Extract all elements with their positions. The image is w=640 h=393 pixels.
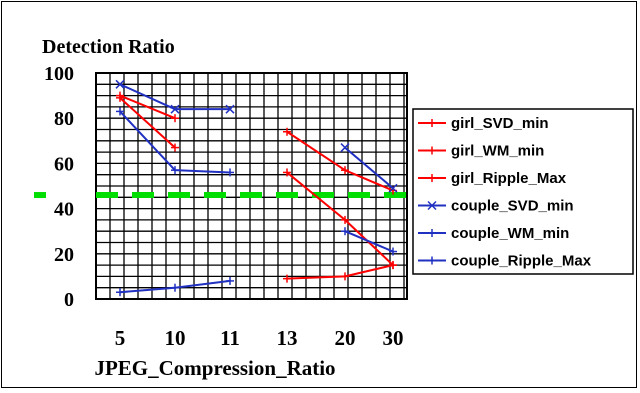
x-tick-label: 20 <box>335 326 356 350</box>
series-line-couple_SVD_min <box>344 146 394 190</box>
series-line-girl_SVD_min <box>286 130 346 172</box>
x-tick-label: 13 <box>277 326 298 350</box>
series-point-couple_SVD_min <box>225 104 235 114</box>
y-tick-label: 80 <box>54 108 74 130</box>
legend-entry: girl_Ripple_Max <box>451 170 567 187</box>
series-line-girl_Ripple_Max <box>286 275 346 280</box>
series-line-girl_SVD_min <box>119 94 176 120</box>
series-line-girl_WM_min <box>119 97 176 149</box>
y-tick-label: 20 <box>54 244 74 266</box>
x-tick-label: 11 <box>220 326 240 350</box>
x-tick-label: 5 <box>115 326 126 350</box>
chart-frame: Detection Ratio 0 20 40 60 80 100 5 10 11 13 20 30 JP… <box>1 1 637 388</box>
series-line-couple_Ripple_Max <box>119 286 176 294</box>
series-line-couple_WM_min <box>174 169 231 174</box>
series-line-couple_SVD_min <box>119 83 176 111</box>
x-tick-label: 10 <box>165 326 186 350</box>
series-line-couple_WM_min <box>119 110 176 171</box>
y-tick-label: 60 <box>54 153 74 175</box>
series-line-girl_Ripple_Max <box>344 264 394 278</box>
y-tick-label: 0 <box>64 289 74 311</box>
legend-entry: couple_SVD_min <box>451 198 574 215</box>
series-line-girl_SVD_min <box>344 169 394 192</box>
y-tick-label: 100 <box>44 63 74 85</box>
series-line-girl_WM_min <box>286 171 346 221</box>
legend-entry: girl_WM_min <box>451 143 544 160</box>
x-tick-label: 30 <box>383 326 404 350</box>
legend-entry: couple_WM_min <box>451 225 569 242</box>
legend-entry: couple_Ripple_Max <box>451 253 592 270</box>
legend-marker <box>427 200 437 211</box>
series-line-girl_WM_min <box>344 219 394 266</box>
series-line-couple_Ripple_Max <box>174 279 231 289</box>
series-point-couple_SVD_min <box>388 183 398 193</box>
x-axis-label: JPEG_Compression_Ratio <box>94 356 335 380</box>
y-tick-label: 40 <box>54 199 74 221</box>
legend-box <box>412 108 634 275</box>
legend-entry: girl_SVD_min <box>451 115 549 132</box>
chart-title: Detection Ratio <box>42 36 175 58</box>
series-line-couple_WM_min <box>344 230 394 253</box>
